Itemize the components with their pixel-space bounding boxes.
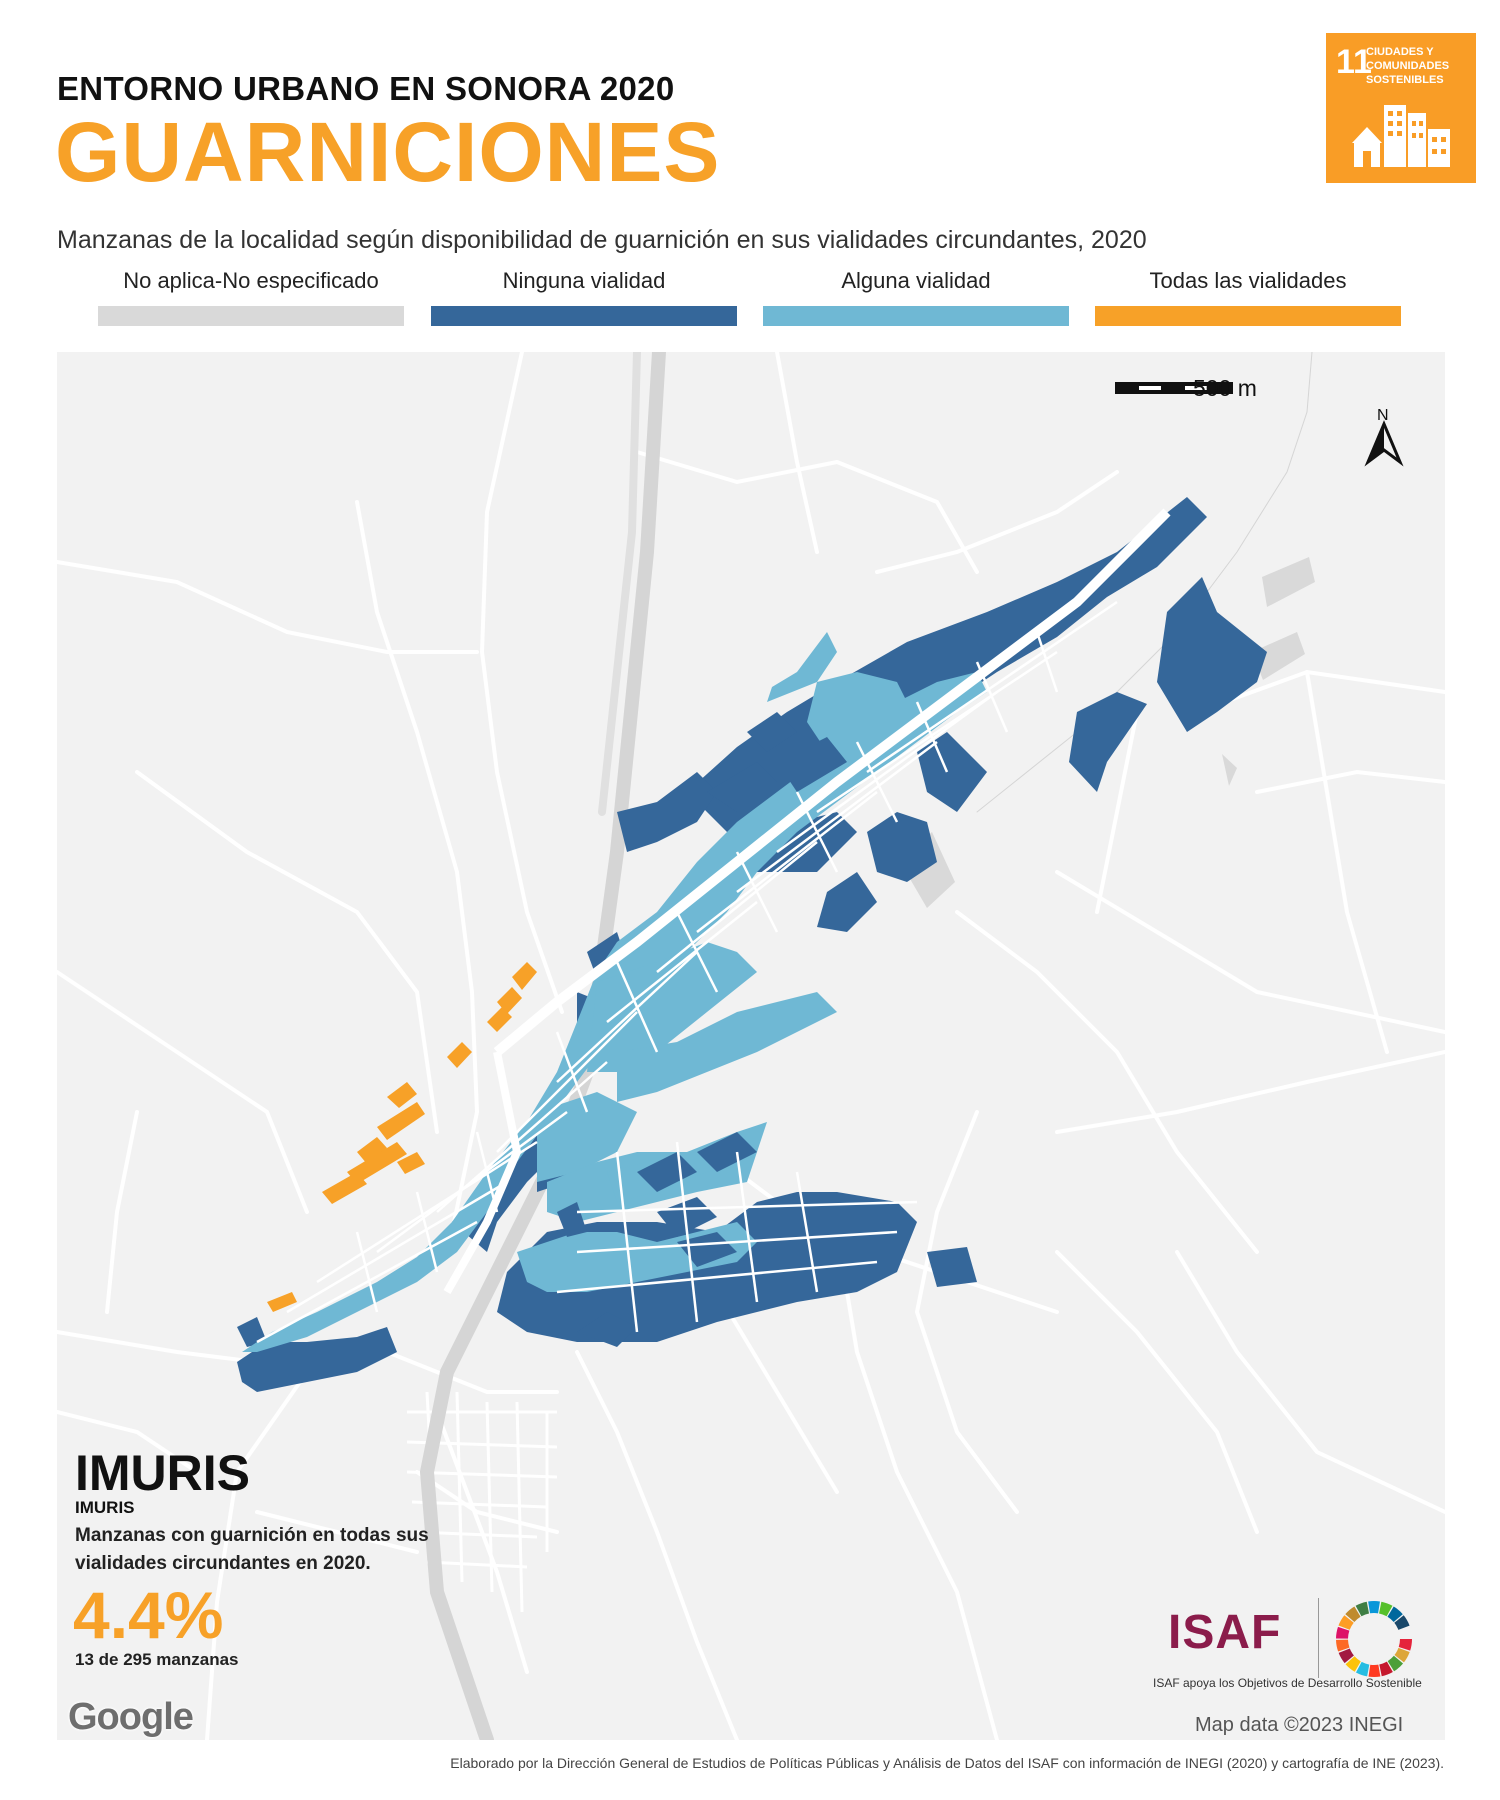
legend-swatch <box>98 306 404 326</box>
legend-label: Ninguna vialidad <box>502 268 666 293</box>
sdg-number: 11 <box>1336 43 1372 81</box>
stat-count: 13 de 295 manzanas <box>75 1650 239 1669</box>
sdg-11-badge <box>1326 33 1476 183</box>
legend-swatch <box>763 306 1069 326</box>
legend-swatch <box>431 306 737 326</box>
legend-item-no-aplica: No aplica-No especificado <box>98 268 404 326</box>
blocks-ninguna-core <box>557 712 847 1347</box>
logo-divider <box>1318 1598 1319 1678</box>
google-logo: Google <box>68 1696 194 1738</box>
north-arrow-icon <box>1364 420 1404 467</box>
map-layers <box>57 352 1445 1740</box>
page-title: GUARNICIONES <box>55 105 721 199</box>
report-supertitle: ENTORNO URBANO EN SONORA 2020 <box>57 70 675 107</box>
legend-item-todas: Todas las vialidades <box>1095 268 1401 326</box>
legend-label: No aplica-No especificado <box>123 268 379 293</box>
north-label: N <box>1377 407 1389 424</box>
stat-description: Manzanas con guarnición en todas sus via… <box>75 1525 429 1574</box>
city-buildings-icon <box>1352 105 1450 167</box>
map-canvas[interactable] <box>57 352 1445 1740</box>
scale-label: 500 m <box>1193 375 1257 401</box>
isaf-logo: ISAF <box>1168 1606 1282 1659</box>
legend-label: Todas las vialidades <box>1149 268 1347 293</box>
legend-item-alguna: Alguna vialidad <box>763 268 1069 326</box>
block-grid-lines <box>256 600 1118 1344</box>
legend-label: Alguna vialidad <box>841 268 991 293</box>
blocks-todas-vialidades <box>267 962 537 1312</box>
basemap-highway <box>419 352 1313 1740</box>
footer-credits: Elaborado por la Dirección General de Es… <box>450 1755 1444 1771</box>
municipality-name: IMURIS <box>75 1498 135 1517</box>
isaf-caption: ISAF apoya los Objetivos de Desarrollo S… <box>1153 1676 1422 1690</box>
legend-swatch <box>1095 306 1401 326</box>
legend-item-ninguna: Ninguna vialidad <box>431 268 737 326</box>
sdg-wheel-icon <box>1336 1601 1412 1677</box>
map-subtitle: Manzanas de la localidad según disponibi… <box>57 226 1147 254</box>
map-attribution: Map data ©2023 INEGI <box>1195 1714 1404 1736</box>
stat-percent: 4.4% <box>73 1578 224 1652</box>
highway-through-town <box>493 508 1171 1056</box>
scale-bar <box>1115 382 1233 394</box>
sdg-goal-text: CIUDADES Y COMUNIDADES SOSTENIBLES <box>1366 46 1450 86</box>
locality-name: IMURIS <box>75 1445 250 1501</box>
